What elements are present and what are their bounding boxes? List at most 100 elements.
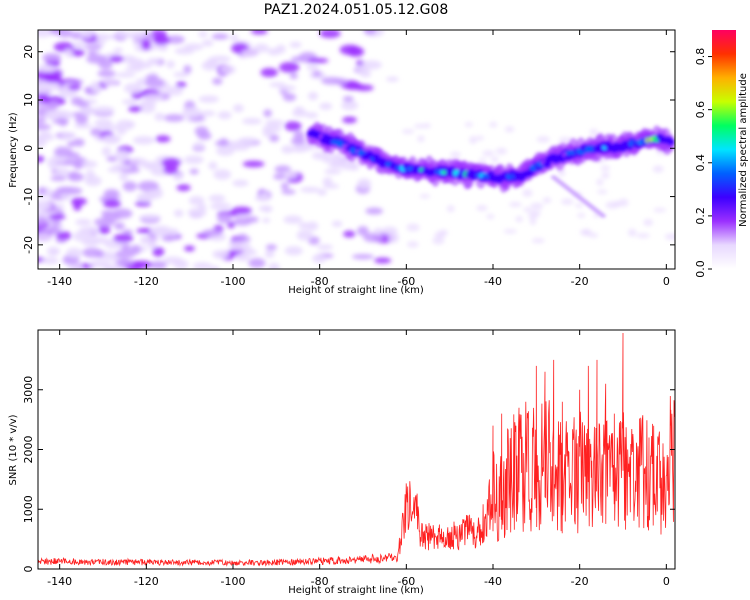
- spectrogram-noise-blob: [238, 137, 259, 144]
- spectrogram-noise-blob: [219, 65, 236, 75]
- spectrogram-noise-blob: [208, 194, 226, 203]
- spectrogram-faint-blob: [558, 137, 572, 144]
- spectrogram-noise-blob: [86, 54, 108, 64]
- spectrogram-faint-blob: [490, 156, 499, 163]
- spectrogram-noise-blob: [57, 30, 73, 38]
- spectrogram-noise-blob: [115, 259, 134, 266]
- spectrogram-noise-blob: [194, 126, 209, 137]
- spectrogram-noise-blob: [213, 169, 232, 180]
- spectrogram-noise-blob: [70, 96, 84, 106]
- spectrogram-noise-blob: [212, 250, 230, 258]
- spectrogram-noise-blob: [342, 96, 354, 102]
- spectrogram-noise-blob: [128, 157, 148, 166]
- colorbar-tick-label: 0.2: [694, 207, 707, 225]
- spectrogram-noise-blob: [268, 262, 280, 269]
- spectrogram-noise-blob: [165, 85, 184, 96]
- spectrogram-faint-blob: [432, 236, 445, 245]
- spectrogram-noise-blob: [281, 189, 296, 195]
- spectrogram-faint-blob: [413, 124, 427, 129]
- spectrogram-y-label: Frequency (Hz): [8, 112, 19, 188]
- spectrogram-noise-blob: [38, 155, 45, 163]
- spectrogram-noise-blob: [98, 224, 111, 235]
- spectrogram-faint-blob: [601, 172, 610, 179]
- spectrogram-faint-blob: [489, 121, 498, 128]
- spectrogram-noise-blob: [305, 112, 318, 119]
- spectrogram-noise-blob: [95, 33, 110, 42]
- x-tick-label: -120: [134, 275, 159, 288]
- spectrogram-faint-blob: [504, 126, 515, 133]
- spectrogram-faint-blob: [596, 189, 608, 194]
- spectrogram-noise-blob: [317, 189, 327, 196]
- x-tick-label: -40: [484, 275, 502, 288]
- spectrogram-noise-blob: [139, 99, 157, 107]
- colorbar: 0.0 0.2 0.4 0.6 0.8 Normalized spectral ampl…: [694, 30, 749, 278]
- snr-panel: -140 -120 -100 -80 -60 -40 -20 0 0100020003000 …: [8, 329, 676, 596]
- spectrogram-noise-blob: [210, 202, 232, 210]
- spectrogram-noise-blob: [133, 260, 153, 269]
- spectrogram-noise-blob: [262, 206, 273, 213]
- spectrogram-faint-blob: [542, 197, 552, 204]
- spectrogram-noise-blob: [262, 217, 271, 223]
- spectrogram-noise-blob: [139, 214, 162, 220]
- spectrogram-noise-blob: [145, 74, 159, 80]
- spectrogram-noise-blob: [282, 93, 297, 102]
- spectrogram-noise-blob: [306, 64, 319, 71]
- y-tick-label: -20: [22, 236, 35, 254]
- spectrogram-noise-blob: [205, 58, 218, 67]
- figure-title: PAZ1.2024.051.05.12.G08: [264, 2, 449, 18]
- snr-y-ticks: 0 1000 2000 3000: [22, 376, 675, 573]
- spectrogram-noise-blob: [293, 130, 305, 141]
- spectrogram-noise-blob: [161, 234, 176, 242]
- spectrogram-noise-blob: [242, 160, 265, 168]
- spectrogram-noise-blob: [296, 229, 313, 241]
- spectrogram-noise-blob: [184, 155, 204, 165]
- x-tick-label: -120: [134, 575, 159, 588]
- x-tick-label: -100: [221, 275, 246, 288]
- y-tick-label: 10: [22, 93, 35, 107]
- spectrogram-noise-blob: [208, 161, 218, 170]
- spectrogram-noise-blob: [233, 104, 244, 113]
- spectrogram-noise-blob: [200, 110, 216, 117]
- spectrogram-noise-blob: [263, 109, 272, 118]
- spectrogram-noise-blob: [289, 72, 298, 80]
- spectrogram-noise-blob: [80, 30, 93, 39]
- spectrogram-noise-blob: [83, 44, 103, 50]
- spectrogram-noise-blob: [254, 195, 271, 202]
- spectrogram-faint-blob: [596, 179, 604, 186]
- spectrogram-noise-blob: [264, 249, 275, 258]
- spectrogram-noise-blob: [97, 69, 116, 78]
- spectrogram-noise-blob: [363, 232, 383, 243]
- spectrogram-noise-blob: [253, 43, 269, 53]
- spectrogram-noise-blob: [232, 179, 249, 187]
- spectrogram-noise-blob: [183, 43, 204, 51]
- spectrogram-faint-blob: [643, 218, 653, 226]
- snr-y-label: SNR (10 * v/v): [8, 414, 19, 485]
- spectrogram-noise-blob: [294, 106, 305, 114]
- spectrogram-noise-blob: [150, 225, 173, 237]
- spectrogram-noise-blob: [38, 133, 55, 141]
- spectrogram-noise-blob: [90, 128, 103, 137]
- snr-x-ticks: -140 -120 -100 -80 -60 -40 -20 0: [47, 330, 670, 588]
- colorbar-bar: [712, 30, 736, 269]
- spectrogram-noise-blob: [118, 172, 129, 182]
- spectrogram-noise-blob: [144, 77, 165, 88]
- spectrogram-noise-blob: [154, 112, 165, 121]
- spectrogram-noise-blob: [173, 209, 184, 218]
- spectrogram-faint-blob: [536, 136, 550, 143]
- spectrogram-noise-blob: [357, 178, 372, 190]
- spectrogram-noise-blob: [38, 64, 57, 73]
- spectrogram-noise-blob: [373, 257, 392, 264]
- colorbar-label: Normalized spectral amplitude: [738, 73, 749, 227]
- spectrogram-faint-blob: [577, 213, 586, 218]
- spectrogram-faint-blob: [529, 217, 537, 226]
- spectrogram-noise-blob: [47, 100, 59, 111]
- spectrogram-noise-blob: [235, 253, 251, 262]
- spectrogram-faint-blob: [588, 233, 599, 238]
- spectrogram-noise-blob: [381, 226, 398, 235]
- spectrogram-noise-blob: [115, 31, 134, 38]
- spectrogram-noise-blob: [260, 67, 278, 78]
- x-tick-label: 0: [663, 275, 670, 288]
- spectrogram-noise-blob: [75, 114, 89, 125]
- spectrogram-faint-blob: [531, 238, 545, 244]
- spectrogram-noise-blob: [38, 91, 48, 102]
